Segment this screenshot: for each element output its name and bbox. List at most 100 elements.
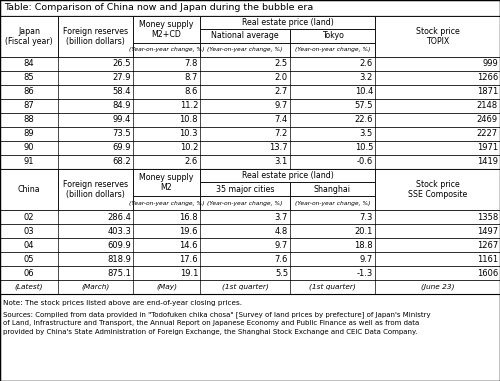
- Text: 89: 89: [24, 130, 34, 139]
- Text: Stock price
SSE Composite: Stock price SSE Composite: [408, 180, 467, 199]
- Text: (1st quarter): (1st quarter): [222, 284, 268, 290]
- Text: Japan
(Fiscal year): Japan (Fiscal year): [5, 27, 53, 46]
- Text: 3.7: 3.7: [274, 213, 288, 221]
- Text: 86: 86: [24, 88, 34, 96]
- Text: 06: 06: [24, 269, 34, 277]
- Text: Note: The stock prices listed above are end-of-year closing prices.: Note: The stock prices listed above are …: [3, 300, 242, 306]
- Text: 2469: 2469: [477, 115, 498, 125]
- Text: 2.6: 2.6: [360, 59, 373, 69]
- Text: 1419: 1419: [477, 157, 498, 166]
- Bar: [375, 16, 500, 57]
- Text: 2227: 2227: [477, 130, 498, 139]
- Text: 04: 04: [24, 240, 34, 250]
- Text: 2.7: 2.7: [275, 88, 288, 96]
- Text: 2.5: 2.5: [275, 59, 288, 69]
- Bar: [0, 99, 500, 113]
- Text: 10.5: 10.5: [354, 144, 373, 152]
- Text: 03: 03: [24, 226, 34, 235]
- Text: (Year-on-year change, %): (Year-on-year change, %): [129, 48, 204, 53]
- Text: 19.6: 19.6: [180, 226, 198, 235]
- Text: -1.3: -1.3: [357, 269, 373, 277]
- Bar: [133, 43, 200, 57]
- Bar: [0, 224, 500, 238]
- Bar: [0, 266, 500, 280]
- Text: 609.9: 609.9: [107, 240, 131, 250]
- Text: 90: 90: [24, 144, 34, 152]
- Text: 88: 88: [24, 115, 34, 125]
- Text: Money supply
M2+CD: Money supply M2+CD: [140, 20, 194, 39]
- Bar: [0, 141, 500, 155]
- Text: 13.7: 13.7: [270, 144, 288, 152]
- Bar: [133, 16, 200, 43]
- Text: Shanghai: Shanghai: [314, 184, 351, 194]
- Text: (Year-on-year change, %): (Year-on-year change, %): [208, 200, 283, 205]
- Text: Real estate price (land): Real estate price (land): [242, 18, 334, 27]
- Text: 2148: 2148: [477, 101, 498, 110]
- Bar: [0, 85, 500, 99]
- Bar: [0, 71, 500, 85]
- Text: (June 23): (June 23): [421, 284, 454, 290]
- Text: 10.4: 10.4: [354, 88, 373, 96]
- Bar: [0, 0, 500, 16]
- Text: Money supply
M2: Money supply M2: [140, 173, 194, 192]
- Bar: [0, 16, 500, 57]
- Text: Real estate price (land): Real estate price (land): [242, 171, 334, 180]
- Bar: [0, 16, 58, 57]
- Text: China: China: [18, 185, 40, 194]
- Bar: [200, 16, 375, 29]
- Text: 73.5: 73.5: [112, 130, 131, 139]
- Text: 9.7: 9.7: [275, 240, 288, 250]
- Text: 2.6: 2.6: [185, 157, 198, 166]
- Text: 1266: 1266: [477, 74, 498, 83]
- Text: 3.1: 3.1: [275, 157, 288, 166]
- Text: (Year-on-year change, %): (Year-on-year change, %): [295, 200, 370, 205]
- Text: 4.8: 4.8: [275, 226, 288, 235]
- Text: (May): (May): [156, 284, 177, 290]
- Text: 58.4: 58.4: [112, 88, 131, 96]
- Text: Tokyo: Tokyo: [322, 32, 344, 40]
- Text: 05: 05: [24, 255, 34, 264]
- Text: 7.8: 7.8: [184, 59, 198, 69]
- Text: 818.9: 818.9: [107, 255, 131, 264]
- Text: (1st quarter): (1st quarter): [309, 284, 356, 290]
- Text: 8.6: 8.6: [184, 88, 198, 96]
- Text: 2.0: 2.0: [275, 74, 288, 83]
- Text: 10.2: 10.2: [180, 144, 198, 152]
- Text: 02: 02: [24, 213, 34, 221]
- Text: Stock price
TOPIX: Stock price TOPIX: [416, 27, 460, 46]
- Text: 7.2: 7.2: [275, 130, 288, 139]
- Text: 1161: 1161: [477, 255, 498, 264]
- Text: 9.7: 9.7: [275, 101, 288, 110]
- Text: 18.8: 18.8: [354, 240, 373, 250]
- Bar: [200, 182, 290, 196]
- Text: Foreign reserves
(billion dollars): Foreign reserves (billion dollars): [63, 180, 128, 199]
- Text: (Year-on-year change, %): (Year-on-year change, %): [129, 200, 204, 205]
- Text: 286.4: 286.4: [107, 213, 131, 221]
- Text: 26.5: 26.5: [112, 59, 131, 69]
- Bar: [200, 169, 375, 182]
- Bar: [0, 127, 500, 141]
- Text: 27.9: 27.9: [112, 74, 131, 83]
- Text: 35 major cities: 35 major cities: [216, 184, 274, 194]
- Bar: [290, 196, 375, 210]
- Text: 3.5: 3.5: [360, 130, 373, 139]
- Text: 3.2: 3.2: [360, 74, 373, 83]
- Text: 1267: 1267: [477, 240, 498, 250]
- Text: 1358: 1358: [477, 213, 498, 221]
- Bar: [0, 113, 500, 127]
- Text: 1871: 1871: [477, 88, 498, 96]
- Bar: [290, 29, 375, 43]
- Text: of Land, Infrastructure and Transport, the Annual Report on Japanese Economy and: of Land, Infrastructure and Transport, t…: [3, 320, 419, 326]
- Text: 68.2: 68.2: [112, 157, 131, 166]
- Text: (March): (March): [82, 284, 110, 290]
- Text: Foreign reserves
(billion dollars): Foreign reserves (billion dollars): [63, 27, 128, 46]
- Text: -0.6: -0.6: [357, 157, 373, 166]
- Bar: [0, 155, 500, 169]
- Text: 19.1: 19.1: [180, 269, 198, 277]
- Text: 69.9: 69.9: [112, 144, 131, 152]
- Text: 875.1: 875.1: [107, 269, 131, 277]
- Text: 10.8: 10.8: [180, 115, 198, 125]
- Text: 22.6: 22.6: [354, 115, 373, 125]
- Bar: [58, 16, 133, 57]
- Text: 403.3: 403.3: [107, 226, 131, 235]
